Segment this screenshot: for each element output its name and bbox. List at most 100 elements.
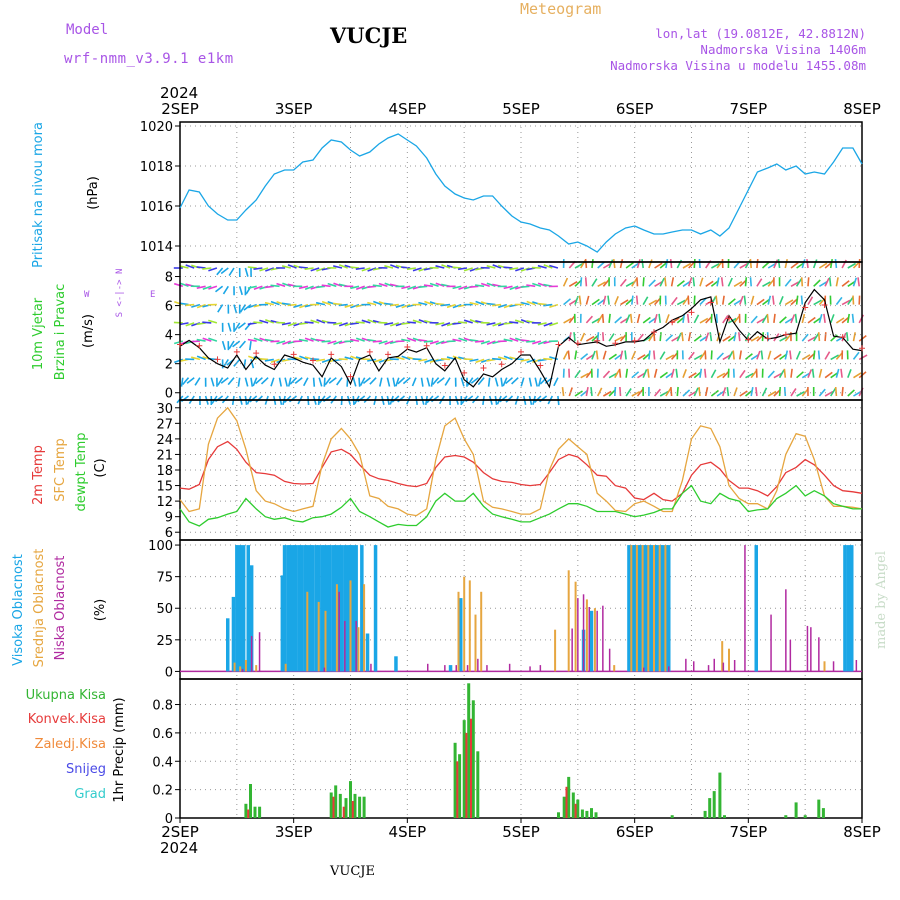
- wind-arrow: [783, 368, 787, 378]
- wind-arrow: [270, 284, 280, 288]
- wind-arrow: [379, 377, 383, 387]
- wind-arrow: [818, 368, 823, 378]
- wind-arrow: [761, 332, 765, 342]
- wind-arrow: [625, 261, 634, 269]
- wind-arrow: [358, 377, 361, 387]
- wind-arrow: [469, 285, 479, 288]
- wind-arrow: [444, 377, 451, 386]
- wind-arrow: [298, 266, 308, 269]
- wind-arrow: [196, 355, 206, 361]
- wind-arrow: [407, 285, 417, 291]
- precip-bar: [253, 806, 257, 818]
- wind-gust-marker: [309, 357, 316, 364]
- precip-bar: [703, 810, 707, 818]
- cloud-bar: [643, 667, 645, 672]
- wind-arrow: [333, 265, 343, 269]
- wind-arrow: [239, 304, 247, 313]
- wind-arrow: [220, 377, 229, 384]
- wind-gust-marker: [518, 348, 524, 355]
- wind-arrow: [321, 340, 331, 343]
- cloud-mid-axis-title: Srednja Oblacnost: [32, 549, 47, 668]
- footer-station: VUCJE: [329, 864, 375, 879]
- wind-arrow: [596, 387, 603, 397]
- wind-arrow: [597, 281, 606, 287]
- wind-arrow: [686, 313, 690, 323]
- wind-arrow: [807, 336, 817, 342]
- wind-arrow: [216, 267, 224, 276]
- wind-arrow: [412, 267, 422, 272]
- cloud-bar: [480, 591, 483, 672]
- wind-arrow: [270, 377, 275, 387]
- wind-arrow: [287, 303, 297, 307]
- wind-arrow: [526, 300, 536, 306]
- wind-arrow: [293, 303, 303, 308]
- wind-arrow: [693, 334, 702, 342]
- wind-arrow: [294, 377, 303, 385]
- wind-arrow: [778, 295, 784, 305]
- wind-arrow: [733, 332, 737, 342]
- wind-arrow: [182, 377, 190, 386]
- cloud-bar: [721, 641, 724, 672]
- wind-arrow: [361, 267, 371, 272]
- compass-ns-label: S <-|-> N: [115, 269, 125, 318]
- cloud-bar: [744, 545, 746, 672]
- cloud-bar: [306, 591, 309, 672]
- wind-arrow: [350, 266, 360, 269]
- wind-gust-marker: [404, 343, 411, 350]
- wind-arrow: [796, 371, 804, 379]
- wind-arrow: [333, 340, 343, 345]
- wind-arrow: [790, 261, 799, 269]
- wind-arrow: [475, 358, 485, 364]
- precip-bar: [329, 792, 333, 818]
- wind-arrow: [367, 285, 377, 289]
- wind-arrow: [608, 372, 618, 379]
- wind-arrow: [549, 264, 559, 269]
- wind-arrow: [637, 354, 646, 361]
- compass-e-label: E: [150, 290, 155, 300]
- wind-arrow: [255, 377, 263, 385]
- wind-arrow: [520, 285, 530, 288]
- precip-bar: [351, 801, 354, 818]
- wind-arrow: [835, 277, 839, 287]
- wind-arrow: [470, 377, 479, 384]
- wind-arrow: [614, 386, 617, 397]
- bottom-time-label: 8SEP: [843, 823, 881, 841]
- cloud-bar: [850, 545, 854, 672]
- wind-arrow: [817, 350, 821, 360]
- wind-arrow: [310, 319, 320, 324]
- wind-arrow: [620, 317, 629, 324]
- wind-arrow: [435, 282, 445, 288]
- wind-gust-marker: [859, 345, 865, 352]
- wind-arrow: [390, 264, 400, 269]
- wind-arrow: [727, 277, 733, 287]
- wind-gust-marker: [707, 299, 714, 306]
- y-tick-label: 0: [165, 812, 173, 827]
- wind-arrow: [801, 313, 806, 324]
- panels: 1014101610181020024686912151821242730025…: [140, 120, 868, 827]
- station-title: VUCJE: [329, 23, 407, 48]
- wind-arrow: [784, 333, 792, 342]
- precip-bar: [712, 791, 716, 818]
- wind-arrow: [390, 322, 400, 327]
- wind-arrow: [196, 303, 206, 309]
- cloud-bar: [370, 663, 372, 672]
- precip-bar: [567, 776, 571, 818]
- temp-line-1: [179, 406, 863, 517]
- wind-arrow: [196, 266, 206, 269]
- precip-bar: [562, 796, 566, 818]
- cloud-bar: [585, 599, 588, 672]
- wind-arrow: [847, 389, 855, 397]
- wind-arrow: [222, 285, 229, 295]
- wind-arrow: [647, 368, 650, 378]
- precip-bar: [576, 799, 580, 818]
- precip-bar: [723, 815, 726, 818]
- wind-arrow: [302, 377, 309, 387]
- wind-arrow: [378, 340, 388, 345]
- wind-arrow: [642, 369, 648, 379]
- precip-bar: [557, 812, 560, 818]
- wind-arrow: [412, 358, 422, 361]
- wind-arrow: [532, 340, 542, 345]
- top-time-label: 7SEP: [730, 100, 768, 118]
- wind-arrow: [777, 259, 781, 269]
- wind-arrow: [618, 368, 622, 378]
